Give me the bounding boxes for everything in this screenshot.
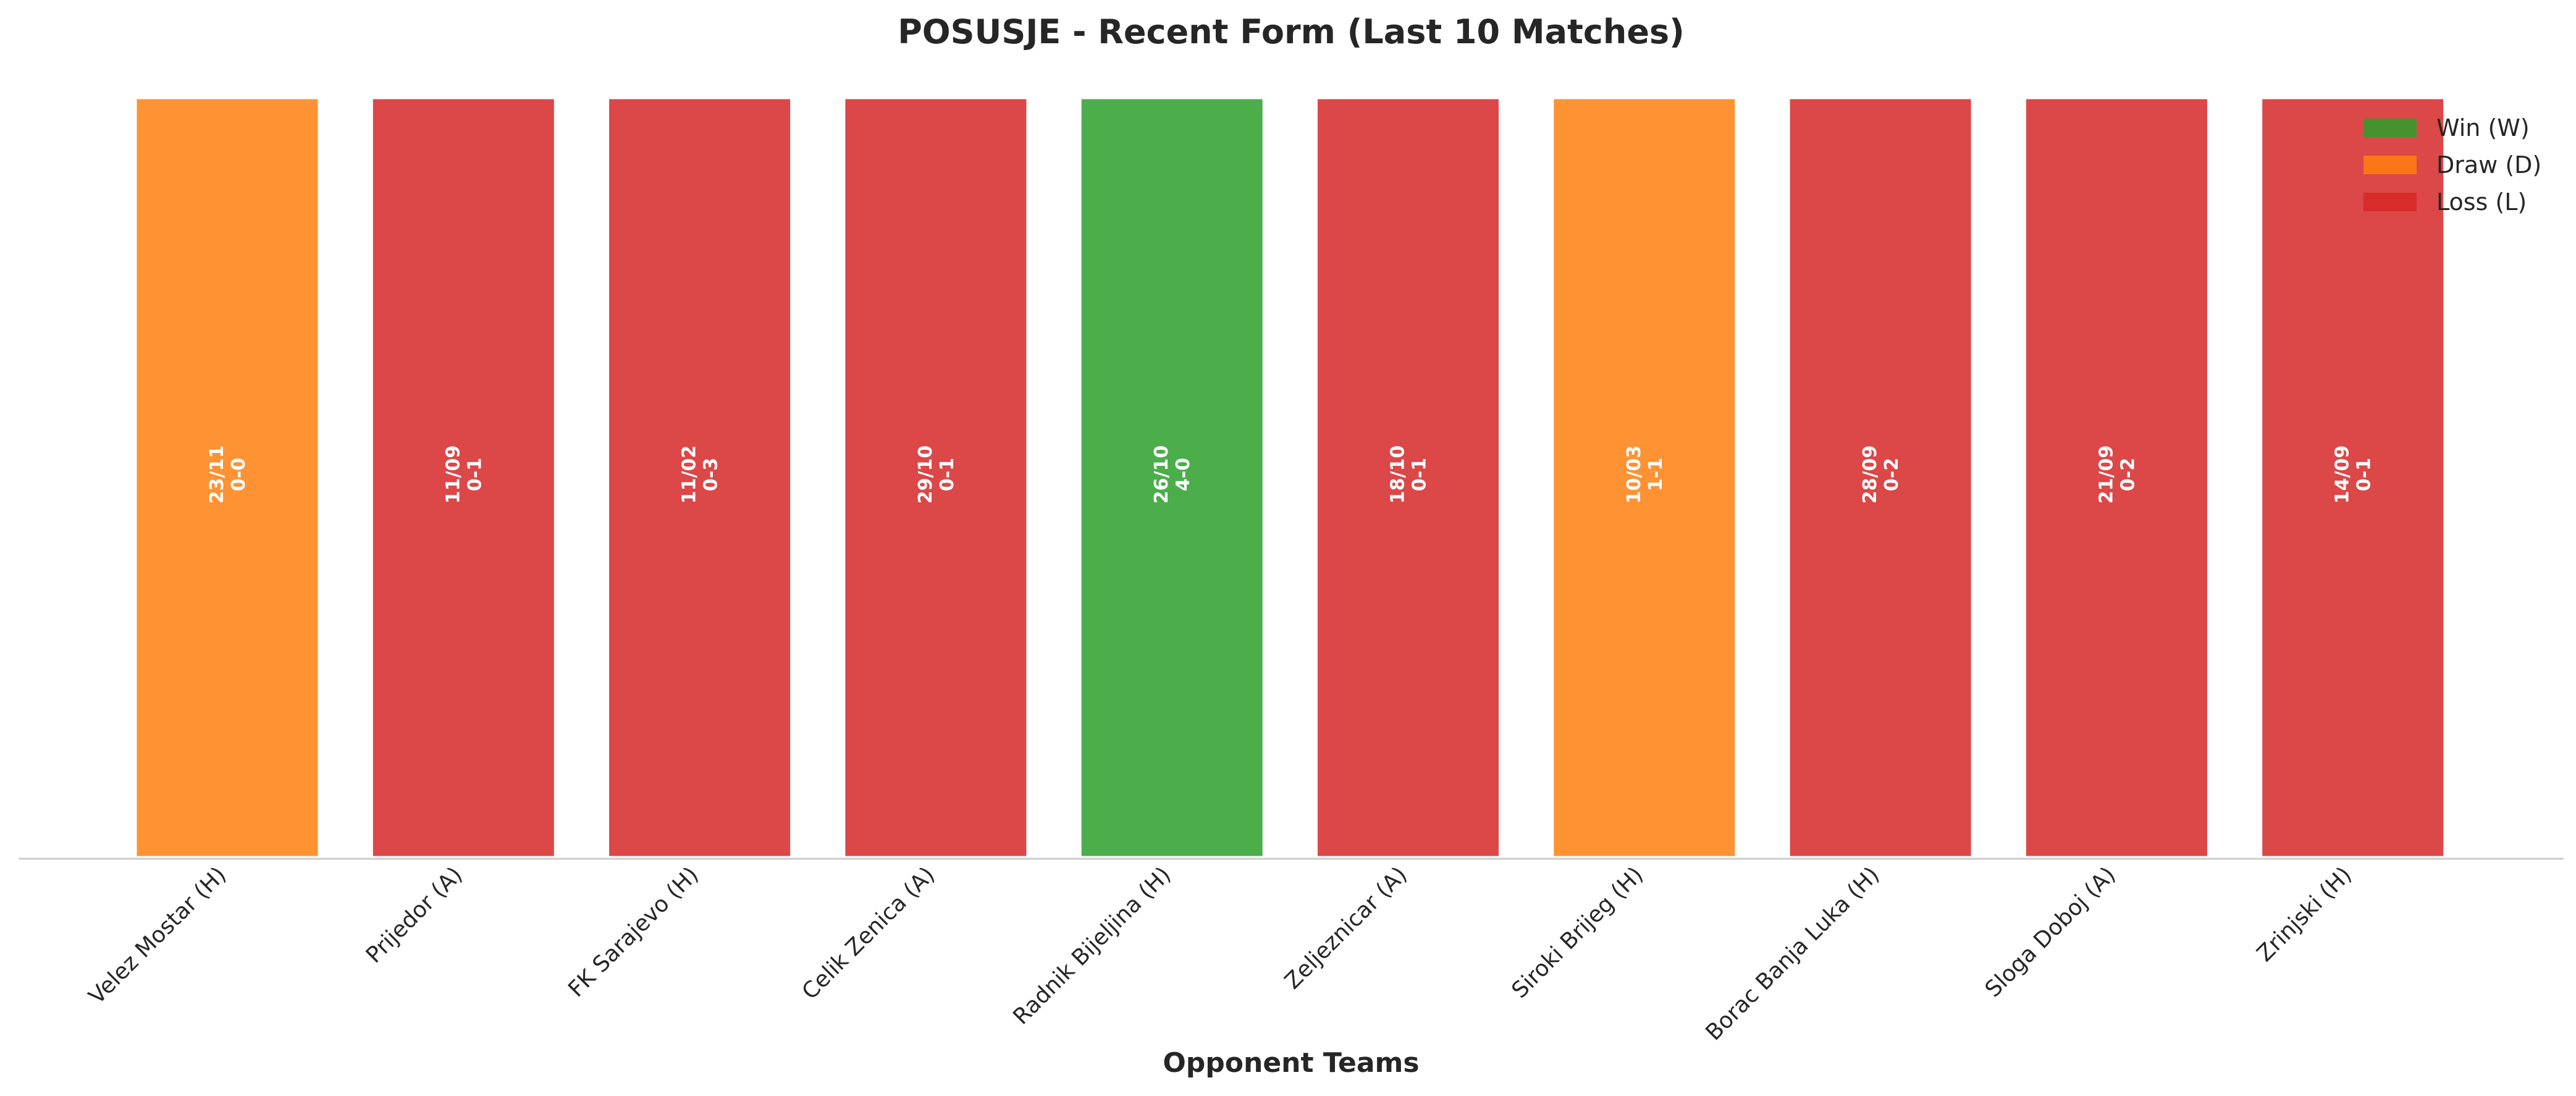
chart-title: POSUSJE - Recent Form (Last 10 Matches) xyxy=(898,12,1685,51)
bar-label-8: 21/09 0-2 xyxy=(2095,445,2139,504)
legend-label-W: Win (W) xyxy=(2436,114,2530,141)
x-axis-label: Opponent Teams xyxy=(1163,1047,1419,1079)
bar-1 xyxy=(369,96,557,859)
legend-label-D: Draw (D) xyxy=(2436,151,2541,179)
legend-label-L: Loss (L) xyxy=(2436,188,2527,216)
x-tick-label: Sloga Doboj (A) xyxy=(1980,862,2121,1002)
bar-label-9: 14/09 0-1 xyxy=(2332,445,2375,504)
bars-layer: 23/11 0-0 11/09 0-1 11/02 0-3 29/10 0-1 26/10 4-0… xyxy=(133,96,2447,859)
x-tick-label: Zrinjski (H) xyxy=(2252,862,2357,966)
bar-date-label: 11/02 xyxy=(679,445,701,504)
x-tick-label: Celik Zenica (A) xyxy=(798,862,940,1005)
legend-swatch-W xyxy=(2363,119,2417,137)
bar-score-label: 0-0 xyxy=(228,458,250,491)
x-tick-label: Borac Banja Luka (H) xyxy=(1701,862,1884,1045)
bar-score-label: 0-3 xyxy=(701,458,722,491)
bar-label-0: 23/11 0-0 xyxy=(206,445,250,504)
x-tick-label: Velez Mostar (H) xyxy=(84,862,231,1009)
bar-score-label: 0-2 xyxy=(1881,458,1903,491)
bar-date-label: 28/09 xyxy=(1859,445,1881,504)
bar-date-label: 14/09 xyxy=(2332,445,2354,504)
bar-date-label: 26/10 xyxy=(1151,445,1172,504)
bar-label-4: 26/10 4-0 xyxy=(1151,445,1194,504)
x-tick-label: Radnik Bijeljina (H) xyxy=(1008,862,1176,1029)
bar-date-label: 29/10 xyxy=(915,445,937,504)
bar-label-5: 18/10 0-1 xyxy=(1387,445,1431,504)
bar-label-7: 28/09 0-2 xyxy=(1859,445,1903,504)
bar-0 xyxy=(133,96,321,859)
bar-9 xyxy=(2259,96,2447,859)
bar-score-label: 0-1 xyxy=(1409,458,1431,491)
bar-score-label: 0-1 xyxy=(937,458,958,491)
bar-date-label: 18/10 xyxy=(1387,445,1409,504)
bar-score-label: 0-1 xyxy=(2354,458,2375,491)
x-tick-label: Prijedor (A) xyxy=(361,862,468,968)
legend-swatch-D xyxy=(2363,156,2417,174)
bar-label-2: 11/02 0-3 xyxy=(679,445,722,504)
bar-date-label: 10/03 xyxy=(1623,445,1645,504)
bar-7 xyxy=(1787,96,1974,859)
bar-8 xyxy=(2022,96,2210,859)
legend-swatch-L xyxy=(2363,193,2417,211)
bar-label-1: 11/09 0-1 xyxy=(442,445,486,504)
x-tick-label: Zeljeznicar (A) xyxy=(1280,862,1412,994)
bar-6 xyxy=(1551,96,1738,859)
legend: Win (W) Draw (D) Loss (L) xyxy=(2363,114,2541,216)
x-tick-label: FK Sarajevo (H) xyxy=(563,862,704,1002)
bar-3 xyxy=(842,96,1030,859)
bar-4 xyxy=(1078,96,1266,859)
bar-score-label: 4-0 xyxy=(1172,458,1194,491)
bar-2 xyxy=(606,96,794,859)
bar-label-6: 10/03 1-1 xyxy=(1623,445,1667,504)
bar-score-label: 1-1 xyxy=(1645,458,1667,491)
bar-date-label: 23/11 xyxy=(206,445,228,504)
x-tick-label: Siroki Brijeg (H) xyxy=(1507,862,1649,1003)
bar-date-label: 11/09 xyxy=(442,445,464,504)
x-tick-labels: Velez Mostar (H) Prijedor (A) FK Sarajevo … xyxy=(84,862,2357,1045)
bar-date-label: 21/09 xyxy=(2095,445,2117,504)
bar-score-label: 0-2 xyxy=(2117,458,2139,491)
bar-score-label: 0-1 xyxy=(464,458,486,491)
bar-label-3: 29/10 0-1 xyxy=(915,445,958,504)
bar-5 xyxy=(1315,96,1502,859)
